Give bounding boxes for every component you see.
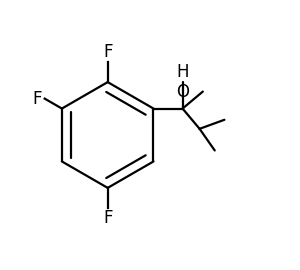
- Text: F: F: [103, 43, 112, 61]
- Text: F: F: [103, 209, 112, 227]
- Text: F: F: [33, 90, 42, 108]
- Text: O: O: [176, 83, 189, 102]
- Text: H: H: [176, 63, 189, 81]
